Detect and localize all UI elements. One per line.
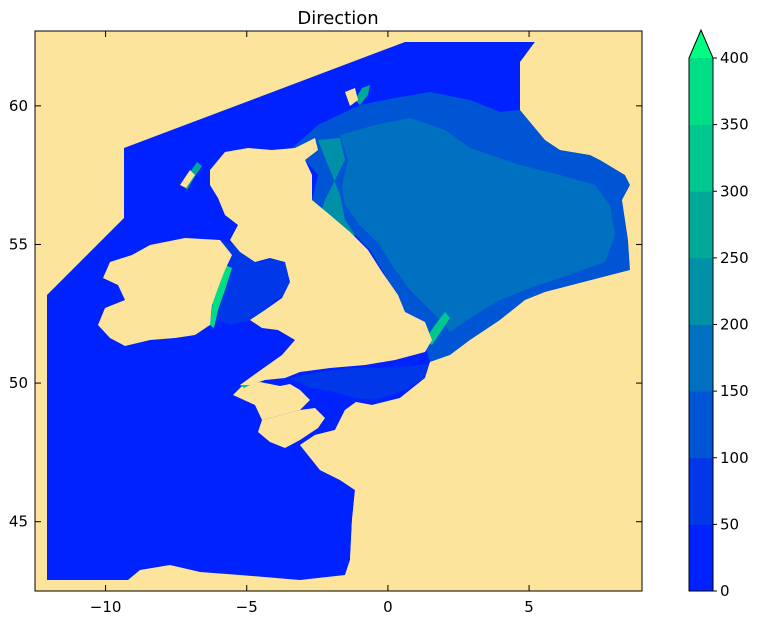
x-tick-label: −10 xyxy=(90,598,122,616)
chart-title: Direction xyxy=(297,8,378,29)
y-tick-label: 55 xyxy=(9,235,28,253)
colorbar-tick-label: 400 xyxy=(720,49,749,67)
sea-region-thames-coast xyxy=(425,312,450,345)
x-tick-label: 0 xyxy=(383,598,393,616)
colorbar-segment xyxy=(689,58,713,126)
land-shetland xyxy=(345,88,358,106)
plot-frame xyxy=(34,30,643,592)
y-axis: 45 50 55 60 xyxy=(9,97,642,531)
colorbar-tick-label: 200 xyxy=(720,316,749,334)
colorbar-segment xyxy=(689,324,713,392)
colorbar-tick-label: 0 xyxy=(720,582,730,600)
colorbar-segment xyxy=(689,257,713,325)
colorbar-tick-label: 300 xyxy=(720,182,749,200)
y-tick-label: 50 xyxy=(9,374,28,392)
colorbar-segment xyxy=(689,191,713,259)
colorbar-tick-label: 100 xyxy=(720,449,749,467)
land-continental-europe xyxy=(300,270,642,591)
colorbar-tick-label: 150 xyxy=(720,382,749,400)
land-great-britain xyxy=(210,138,432,385)
colorbar-frame xyxy=(688,28,714,592)
x-axis: −10 −5 0 5 xyxy=(90,31,534,616)
sea-region-english-channel xyxy=(290,364,428,400)
sea-region-north-sea-central xyxy=(340,118,615,332)
x-tick-label: 5 xyxy=(524,598,534,616)
x-tick-label: −5 xyxy=(236,598,258,616)
colorbar-segment xyxy=(689,391,713,459)
plot-area xyxy=(35,31,642,591)
land-brittany xyxy=(258,408,325,448)
colorbar-tick-label: 250 xyxy=(720,249,749,267)
colorbar-segment xyxy=(689,124,713,192)
sea-region-shetland-coast xyxy=(355,85,370,105)
y-tick-label: 60 xyxy=(9,97,28,115)
land-ireland xyxy=(98,238,232,346)
sea-region-irish-sea xyxy=(215,240,295,325)
colorbar-tick-label: 350 xyxy=(720,116,749,134)
land-outer-hebrides xyxy=(180,170,195,188)
colorbar-segment xyxy=(689,524,713,592)
y-tick-label: 45 xyxy=(9,513,28,531)
colorbar: 0 50 100 150 200 250 300 350 400 xyxy=(688,28,749,600)
colorbar-extend-arrow xyxy=(689,30,713,58)
sea-region-irish-east-coast xyxy=(210,265,232,328)
colorbar-segment xyxy=(689,457,713,525)
land-scandinavia xyxy=(520,31,642,300)
colorbar-tick-label: 50 xyxy=(720,515,739,533)
